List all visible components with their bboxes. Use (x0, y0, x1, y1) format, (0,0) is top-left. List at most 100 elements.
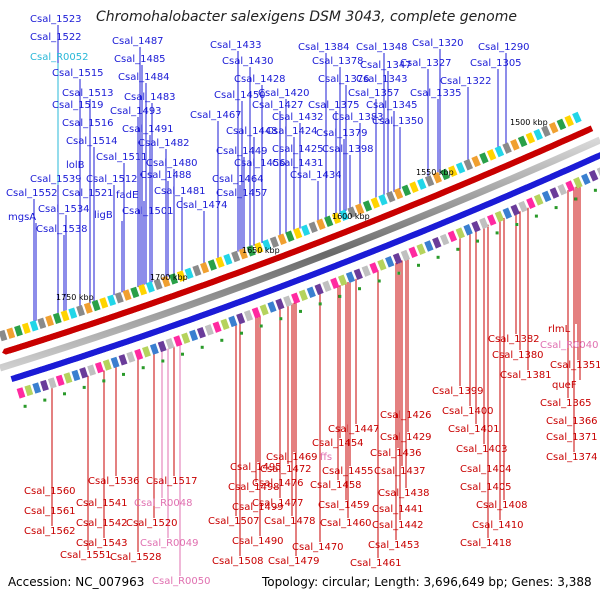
forward-gene-label[interactable]: Csal_1327 (400, 58, 452, 69)
reverse-gene-label[interactable]: Csal_1400 (442, 406, 494, 417)
forward-gene-label[interactable]: Csal_1375 (308, 100, 360, 111)
forward-gene-label[interactable]: Csal_1512 (86, 174, 138, 185)
reverse-gene-label[interactable]: Csal_1351 (550, 360, 600, 371)
reverse-gene-label[interactable]: Csal_1499 (232, 502, 284, 513)
forward-gene-label[interactable]: Csal_1434 (290, 170, 342, 181)
reverse-gene-label[interactable]: Csal_1498 (228, 482, 280, 493)
forward-gene-label[interactable]: Csal_1431 (272, 158, 324, 169)
reverse-gene-label[interactable]: Csal_1460 (320, 518, 372, 529)
forward-gene-label[interactable]: Csal_1516 (62, 118, 114, 129)
forward-gene-label[interactable]: Csal_1552 (6, 188, 58, 199)
forward-gene-label[interactable]: Csal_1430 (222, 56, 274, 67)
reverse-gene-label[interactable]: Csal_R0049 (140, 538, 199, 549)
reverse-gene-label[interactable]: Csal_1490 (232, 536, 284, 547)
reverse-gene-label[interactable]: Csal_1479 (268, 556, 320, 567)
reverse-gene-label[interactable]: ffs (320, 452, 333, 463)
reverse-gene-label[interactable]: Csal_1517 (146, 476, 198, 487)
reverse-gene-label[interactable]: Csal_1461 (350, 558, 402, 569)
forward-gene-label[interactable]: Csal_1420 (258, 88, 310, 99)
forward-gene-label[interactable]: Csal_1432 (272, 112, 324, 123)
reverse-gene-label[interactable]: Csal_1472 (260, 464, 312, 475)
forward-gene-label[interactable]: Csal_1348 (356, 42, 408, 53)
reverse-gene-label[interactable]: Csal_1455 (322, 466, 374, 477)
reverse-gene-label[interactable]: Csal_1399 (432, 386, 484, 397)
reverse-gene-label[interactable]: Csal_1560 (24, 486, 76, 497)
reverse-gene-label[interactable]: Csal_R0050 (152, 576, 211, 587)
forward-gene-label[interactable]: Csal_1521 (62, 188, 114, 199)
forward-gene-label[interactable]: fadE (116, 190, 139, 201)
reverse-gene-label[interactable]: Csal_1536 (88, 476, 140, 487)
forward-gene-label[interactable]: Csal_1343 (356, 74, 408, 85)
forward-gene-label[interactable]: Csal_1514 (66, 136, 118, 147)
forward-gene-label[interactable]: Csal_1522 (30, 32, 82, 43)
reverse-gene-label[interactable]: Csal_1365 (540, 398, 592, 409)
forward-gene-label[interactable]: Csal_1538 (36, 224, 88, 235)
reverse-gene-label[interactable]: Csal_R0048 (134, 498, 193, 509)
reverse-gene-label[interactable]: Csal_1405 (460, 482, 512, 493)
forward-gene-label[interactable]: Csal_1383 (332, 112, 384, 123)
reverse-gene-label[interactable]: Csal_1543 (76, 538, 128, 549)
reverse-gene-label[interactable]: Csal_1436 (370, 448, 422, 459)
reverse-gene-label[interactable]: Csal_1442 (372, 520, 424, 531)
reverse-gene-label[interactable]: Csal_1380 (492, 350, 544, 361)
forward-gene-label[interactable]: Csal_1378 (312, 56, 364, 67)
forward-gene-label[interactable]: Csal_1457 (216, 188, 268, 199)
reverse-gene-label[interactable]: Csal_1403 (456, 444, 508, 455)
forward-gene-label[interactable]: Csal_1481 (154, 186, 206, 197)
forward-gene-label[interactable]: Csal_R0052 (30, 52, 89, 63)
forward-gene-label[interactable]: ligB (94, 210, 113, 221)
forward-gene-label[interactable]: Csal_1428 (234, 74, 286, 85)
forward-gene-label[interactable]: Csal_1345 (366, 100, 418, 111)
reverse-gene-label[interactable]: Csal_1382 (488, 334, 540, 345)
reverse-gene-label[interactable]: Csal_1458 (310, 480, 362, 491)
forward-gene-label[interactable]: Csal_1523 (30, 14, 82, 25)
reverse-gene-label[interactable]: rlmL (548, 324, 571, 335)
reverse-gene-label[interactable]: Csal_1562 (24, 526, 76, 537)
reverse-gene-label[interactable]: Csal_1429 (380, 432, 432, 443)
forward-gene-label[interactable]: Csal_1501 (122, 206, 174, 217)
reverse-gene-label[interactable]: Csal_1476 (252, 478, 304, 489)
forward-gene-label[interactable]: Csal_1467 (190, 110, 242, 121)
forward-gene-label[interactable]: Csal_1511 (96, 152, 148, 163)
reverse-gene-label[interactable]: Csal_1374 (546, 452, 598, 463)
reverse-gene-label[interactable]: queF (552, 380, 577, 391)
forward-gene-label[interactable]: Csal_1335 (410, 88, 462, 99)
forward-gene-label[interactable]: Csal_1482 (138, 138, 190, 149)
forward-gene-label[interactable]: Csal_1488 (140, 170, 192, 181)
forward-gene-label[interactable]: Csal_1539 (30, 174, 82, 185)
reverse-gene-label[interactable]: Csal_1495 (230, 462, 282, 473)
reverse-gene-label[interactable]: Csal_1410 (472, 520, 524, 531)
forward-gene-label[interactable]: Csal_1290 (478, 42, 530, 53)
reverse-gene-label[interactable]: Csal_1437 (374, 466, 426, 477)
reverse-gene-label[interactable]: Csal_1542 (76, 518, 128, 529)
reverse-gene-label[interactable]: Csal_1371 (546, 432, 598, 443)
reverse-gene-label[interactable]: Csal_1528 (110, 552, 162, 563)
reverse-gene-label[interactable]: Csal_1418 (460, 538, 512, 549)
forward-gene-label[interactable]: Csal_1384 (298, 42, 350, 53)
reverse-gene-label[interactable]: Csal_1438 (378, 488, 430, 499)
reverse-gene-label[interactable]: Csal_1478 (264, 516, 316, 527)
forward-gene-label[interactable]: Csal_1424 (266, 126, 318, 137)
reverse-gene-label[interactable]: Csal_1541 (76, 498, 128, 509)
forward-gene-label[interactable]: Csal_1474 (176, 200, 228, 211)
reverse-gene-label[interactable]: Csal_1366 (546, 416, 598, 427)
reverse-gene-label[interactable]: Csal_1447 (328, 424, 380, 435)
reverse-gene-label[interactable]: Csal_1454 (312, 438, 364, 449)
reverse-gene-label[interactable]: Csal_1453 (368, 540, 420, 551)
forward-gene-label[interactable]: Csal_1376 (318, 74, 370, 85)
reverse-gene-label[interactable]: Csal_R0040 (540, 340, 599, 351)
forward-gene-label[interactable]: Csal_1322 (440, 76, 492, 87)
forward-gene-label[interactable]: Csal_1449 (216, 146, 268, 157)
reverse-gene-label[interactable]: Csal_1469 (266, 452, 318, 463)
reverse-gene-label[interactable]: Csal_1508 (212, 556, 264, 567)
forward-gene-label[interactable]: Csal_1456 (234, 158, 286, 169)
reverse-gene-label[interactable]: Csal_1401 (448, 424, 500, 435)
forward-gene-label[interactable]: Csal_1534 (38, 204, 90, 215)
reverse-gene-label[interactable]: Csal_1426 (380, 410, 432, 421)
forward-gene-label[interactable]: Csal_1483 (124, 92, 176, 103)
forward-gene-label[interactable]: Csal_1485 (114, 54, 166, 65)
forward-gene-label[interactable]: Csal_1433 (210, 40, 262, 51)
forward-gene-label[interactable]: Csal_1448 (226, 126, 278, 137)
forward-gene-label[interactable]: mgsA (8, 212, 37, 223)
forward-gene-label[interactable]: lolB (66, 160, 85, 171)
